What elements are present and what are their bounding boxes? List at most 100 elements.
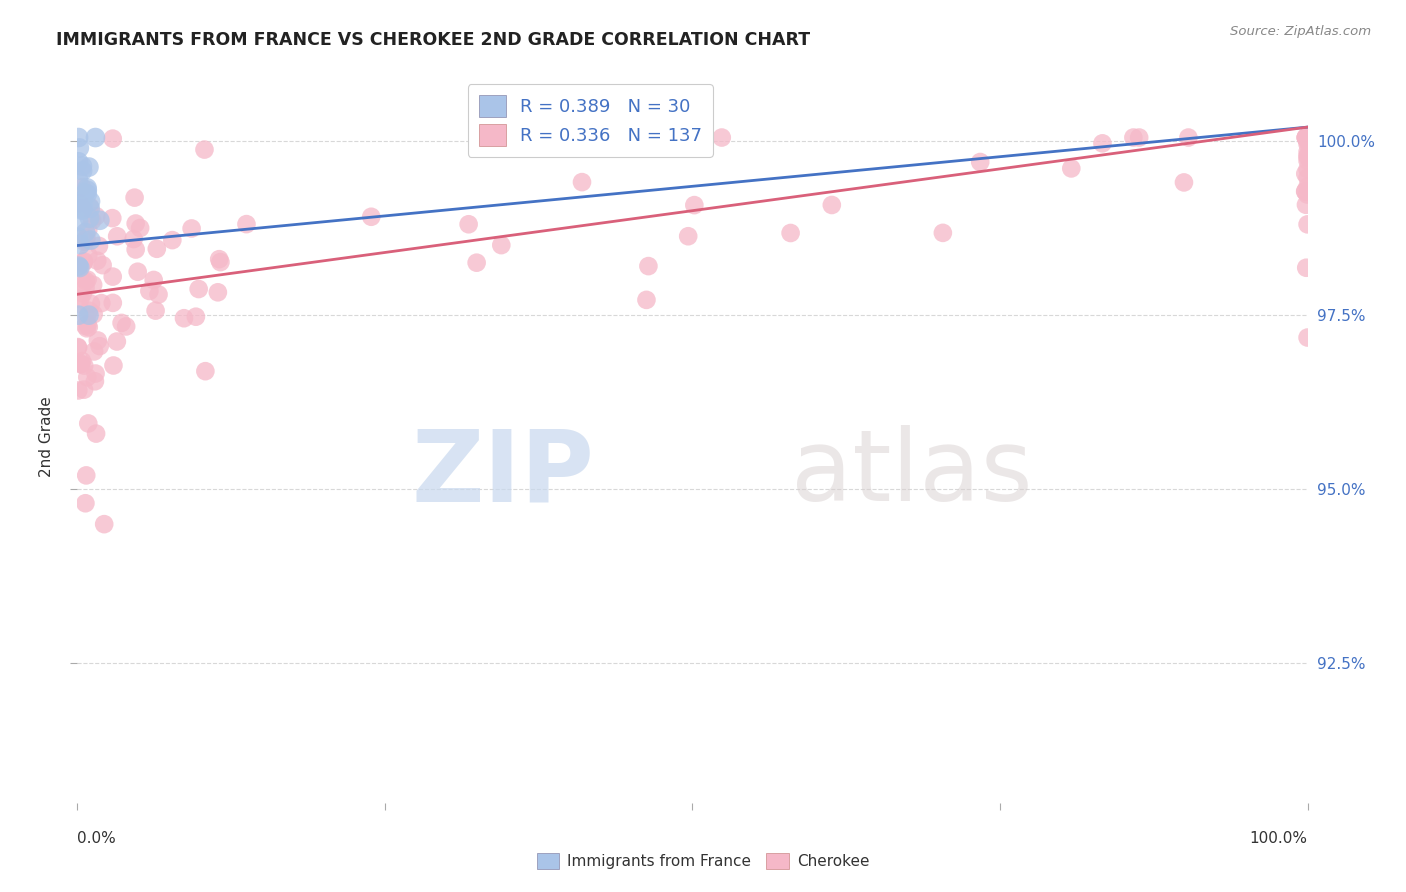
Point [84, 367, 107, 381]
Point [180, 221, 202, 235]
Point [129, 221, 152, 235]
Point [932, 226, 955, 240]
Point [72, 159, 94, 173]
Point [124, 191, 146, 205]
Point [683, 198, 706, 212]
Point [77, 160, 100, 174]
Point [90, 296, 112, 310]
Point [105, 334, 128, 349]
Point [76, 370, 98, 384]
Point [73, 235, 96, 249]
Point [69, 260, 91, 275]
Point [67, 308, 90, 322]
Point [571, 175, 593, 189]
Point [491, 238, 513, 252]
Point [93, 517, 115, 532]
Point [75, 226, 97, 240]
Point [84, 426, 107, 441]
Point [1295, 130, 1317, 145]
Point [637, 259, 659, 273]
Point [779, 226, 801, 240]
Text: 100.0%: 100.0% [1250, 831, 1308, 846]
Point [103, 359, 125, 373]
Point [67, 230, 90, 244]
Point [70, 357, 93, 371]
Point [208, 252, 231, 267]
Point [105, 229, 128, 244]
Point [82, 277, 104, 292]
Point [75, 231, 97, 245]
Point [125, 217, 148, 231]
Point [76, 183, 98, 197]
Point [79, 211, 101, 226]
Point [80, 233, 103, 247]
Point [75, 496, 97, 510]
Legend: R = 0.389   N = 30, R = 0.336   N = 137: R = 0.389 N = 30, R = 0.336 N = 137 [468, 84, 713, 157]
Point [89, 213, 111, 227]
Point [110, 316, 132, 330]
Point [77, 303, 100, 318]
Point [67, 214, 90, 228]
Point [101, 269, 124, 284]
Point [101, 131, 124, 145]
Point [67, 384, 90, 398]
Point [207, 285, 229, 300]
Point [1295, 130, 1317, 145]
Point [89, 339, 111, 353]
Point [79, 202, 101, 216]
Point [1296, 145, 1319, 159]
Point [821, 198, 844, 212]
Point [67, 198, 90, 212]
Point [1296, 137, 1319, 152]
Point [184, 310, 207, 324]
Point [1296, 130, 1319, 145]
Point [67, 154, 90, 169]
Point [173, 311, 195, 326]
Point [1295, 130, 1317, 145]
Point [70, 180, 93, 194]
Point [77, 248, 100, 262]
Text: IMMIGRANTS FROM FRANCE VS CHEROKEE 2ND GRADE CORRELATION CHART: IMMIGRANTS FROM FRANCE VS CHEROKEE 2ND G… [56, 31, 810, 49]
Point [70, 270, 93, 285]
Point [67, 260, 90, 274]
Point [73, 383, 96, 397]
Point [76, 181, 98, 195]
Point [69, 357, 91, 371]
Point [72, 202, 94, 216]
Point [142, 273, 165, 287]
Point [84, 209, 107, 223]
Point [1296, 131, 1319, 145]
Point [145, 303, 167, 318]
Point [1122, 130, 1144, 145]
Point [1296, 130, 1319, 145]
Point [79, 200, 101, 214]
Point [67, 173, 90, 187]
Point [67, 256, 90, 270]
Point [87, 239, 110, 253]
Text: atlas: atlas [792, 425, 1032, 522]
Point [72, 164, 94, 178]
Point [626, 130, 648, 145]
Text: ZIP: ZIP [411, 425, 595, 522]
Point [465, 255, 488, 269]
Point [457, 217, 479, 231]
Point [77, 320, 100, 334]
Point [69, 292, 91, 306]
Point [86, 253, 108, 268]
Text: 0.0%: 0.0% [77, 831, 117, 846]
Point [75, 233, 97, 247]
Point [72, 286, 94, 301]
Point [75, 274, 97, 288]
Point [1296, 187, 1319, 202]
Point [1295, 260, 1317, 275]
Point [162, 233, 184, 247]
Point [676, 229, 699, 244]
Point [146, 242, 169, 256]
Point [148, 287, 170, 301]
Point [1128, 130, 1150, 145]
Point [1295, 198, 1317, 212]
Point [360, 210, 382, 224]
Point [1296, 135, 1319, 149]
Point [76, 321, 98, 335]
Point [67, 194, 90, 209]
